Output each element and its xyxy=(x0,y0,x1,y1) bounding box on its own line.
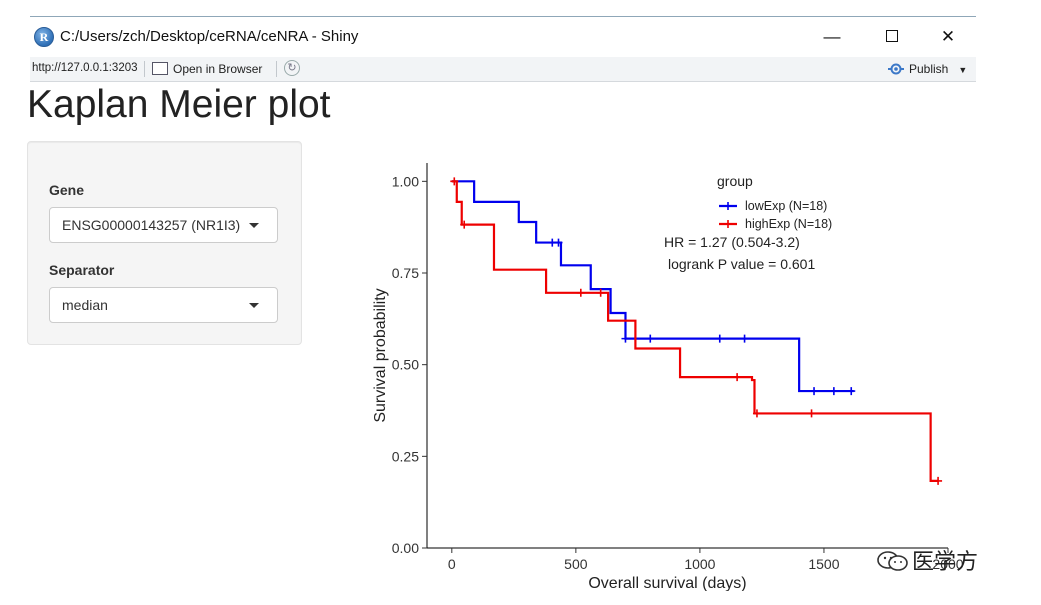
wechat-icon xyxy=(877,551,908,571)
censor-mark xyxy=(829,387,838,396)
toolbar-divider xyxy=(144,61,145,77)
censor-mark xyxy=(460,220,469,229)
viewer-toolbar: http://127.0.0.1:3203 Open in Browser ↻ … xyxy=(30,57,976,82)
censor-mark xyxy=(934,476,943,485)
publish-icon xyxy=(888,63,904,75)
y-tick-label: 0.50 xyxy=(392,357,419,373)
chevron-down-icon[interactable]: ▼ xyxy=(958,65,968,75)
sidebar-panel: Gene ENSG00000143257 (NR1I3) Separator m… xyxy=(27,141,302,345)
y-tick-label: 1.00 xyxy=(392,173,419,189)
stat-annotation: HR = 1.27 (0.504-3.2) xyxy=(664,234,800,250)
page-title: Kaplan Meier plot xyxy=(27,83,331,126)
km-curve-highexp xyxy=(451,180,939,482)
chart-legend: group lowExp (N=18) highExp (N=18) HR = 1.2… xyxy=(664,173,832,272)
legend-title: group xyxy=(717,173,753,189)
x-tick-label: 1500 xyxy=(808,556,839,572)
gene-select-value: ENSG00000143257 (NR1I3) xyxy=(62,217,241,233)
refresh-icon[interactable]: ↻ xyxy=(284,60,300,76)
chart-curves xyxy=(450,177,943,485)
censor-mark xyxy=(807,409,816,418)
title-bar: R C:/Users/zch/Desktop/ceRNA/ceNRA - Shi… xyxy=(30,17,976,57)
censor-mark xyxy=(450,177,459,186)
gene-select[interactable]: ENSG00000143257 (NR1I3) xyxy=(49,207,278,243)
publish-button[interactable]: Publish ▼ xyxy=(888,60,967,78)
watermark: 医学方 xyxy=(876,544,978,576)
separator-select-value: median xyxy=(62,297,108,313)
censor-mark xyxy=(810,387,819,396)
browser-window-icon xyxy=(152,62,168,76)
window-title: C:/Users/zch/Desktop/ceRNA/ceNRA - Shiny xyxy=(60,28,359,45)
separator-select[interactable]: median xyxy=(49,287,278,323)
legend-entry: lowExp (N=18) xyxy=(745,199,827,213)
close-icon: ✕ xyxy=(940,27,956,46)
censor-mark xyxy=(554,238,563,247)
censor-mark xyxy=(621,334,630,343)
legend-censor-mark xyxy=(724,202,732,210)
close-button[interactable]: ✕ xyxy=(928,23,968,51)
chevron-down-icon xyxy=(249,223,259,228)
censor-mark xyxy=(646,334,655,343)
url-display: http://127.0.0.1:3203 xyxy=(32,62,138,74)
x-tick-label: 0 xyxy=(448,556,456,572)
x-tick-label: 500 xyxy=(564,556,588,572)
censor-mark xyxy=(576,288,585,297)
x-tick-label: 2000 xyxy=(932,556,963,572)
censor-mark xyxy=(715,334,724,343)
open-in-browser-button[interactable]: Open in Browser xyxy=(152,60,262,78)
x-tick-label: 1000 xyxy=(684,556,715,572)
y-tick-label: 0.75 xyxy=(392,265,419,281)
watermark-text: 医学方 xyxy=(912,549,979,574)
open-in-browser-label: Open in Browser xyxy=(173,62,263,76)
gene-label: Gene xyxy=(49,182,85,198)
r-logo-icon: R xyxy=(34,27,54,47)
censor-mark xyxy=(733,373,742,382)
y-tick-label: 0.00 xyxy=(392,540,419,556)
toolbar-divider xyxy=(276,61,277,77)
legend-censor-mark xyxy=(724,220,732,228)
censor-mark xyxy=(740,334,749,343)
censor-mark xyxy=(847,387,856,396)
separator-label: Separator xyxy=(49,262,115,278)
km-curve-lowexp xyxy=(451,180,854,393)
kaplan-meier-chart: 0.00 0.25 0.50 0.75 1.00 0 500 1000 1500 2000 Over… xyxy=(372,163,964,591)
maximize-icon xyxy=(886,30,898,43)
chevron-down-icon xyxy=(249,303,259,308)
censor-mark xyxy=(752,409,761,418)
legend-entry: highExp (N=18) xyxy=(745,217,832,231)
x-axis-title: Overall survival (days) xyxy=(588,575,746,591)
minimize-button[interactable]: — xyxy=(812,23,852,51)
y-axis-title: Survival probability xyxy=(372,288,389,422)
y-tick-label: 0.25 xyxy=(392,448,419,464)
minimize-icon: — xyxy=(823,27,841,46)
publish-label: Publish xyxy=(909,62,949,76)
censor-mark xyxy=(596,288,605,297)
stat-annotation: logrank P value = 0.601 xyxy=(668,256,815,272)
maximize-button[interactable] xyxy=(872,23,912,51)
chart-axes: 0.00 0.25 0.50 0.75 1.00 0 500 1000 1500 2000 Over… xyxy=(372,163,964,591)
